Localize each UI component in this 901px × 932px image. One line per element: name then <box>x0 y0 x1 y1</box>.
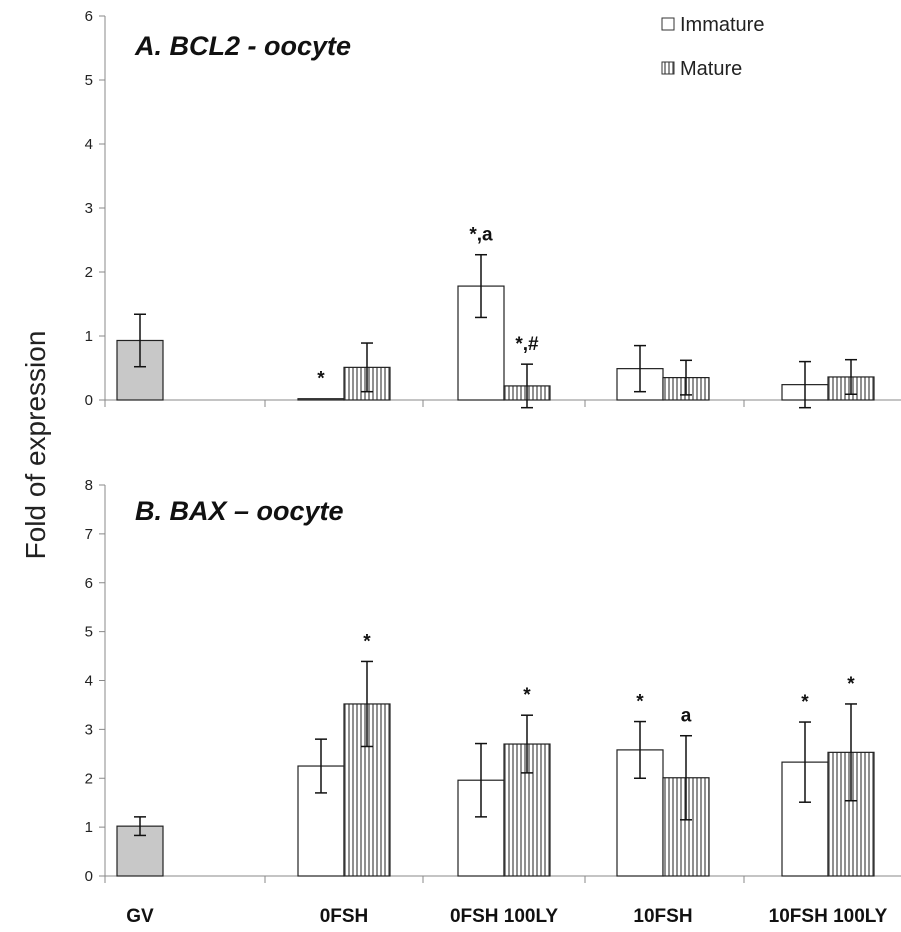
panel-b-significance-label: * <box>847 674 855 695</box>
panel-b-y-tick-label: 3 <box>85 721 93 738</box>
legend-immature-swatch <box>661 17 675 31</box>
panel-a-y-tick-label: 2 <box>85 264 93 281</box>
category-label: 10FSH 100LY <box>769 906 888 927</box>
panel-b-y-tick-label: 6 <box>85 575 93 592</box>
panel-b-y-tick-label: 4 <box>85 673 93 690</box>
panel-b-y-tick-label: 1 <box>85 819 93 836</box>
panel-b-y-tick-label: 7 <box>85 526 93 543</box>
panel-a-title: A. BCL2 - oocyte <box>134 31 351 61</box>
panel-b-y-tick-label: 5 <box>85 624 93 641</box>
legend-mature-swatch <box>661 61 675 75</box>
panel-b-significance-label: * <box>523 685 531 706</box>
panel-a-bar-immature <box>297 398 345 401</box>
panel-a-y-tick-label: 1 <box>85 328 93 345</box>
category-label: 0FSH <box>320 906 369 927</box>
y-axis-label: Fold of expression <box>20 331 51 560</box>
category-label: 10FSH <box>633 906 692 927</box>
legend-immature-label: Immature <box>680 14 764 36</box>
category-labels: GV 0FSH 0FSH 100LY 10FSH 10FSH 100LY <box>126 906 887 927</box>
panel-a-significance-label: * <box>317 369 325 390</box>
category-label: GV <box>126 906 154 927</box>
panel-b-significance-label: * <box>801 692 809 713</box>
panel-b-y-tick-label: 2 <box>85 770 93 787</box>
legend-mature-label: Mature <box>680 58 742 80</box>
panel-a-significance-label: *,# <box>515 334 539 355</box>
panel-b-y-tick-label: 8 <box>85 477 93 494</box>
panel-a-y-tick-label: 5 <box>85 72 93 89</box>
panel-b-significance-label: * <box>363 631 371 652</box>
panel-a-y-tick-label: 6 <box>85 8 93 25</box>
panel-a-y-tick-label: 4 <box>85 136 93 153</box>
panel-a-significance-label: *,a <box>469 225 493 246</box>
legend: Immature Mature <box>661 14 764 80</box>
panel-b-title: B. BAX – oocyte <box>135 496 344 526</box>
panel-b-significance-label: a <box>681 706 692 727</box>
panel-a-bar-gv <box>116 339 164 401</box>
panel-a-y-tick-label: 0 <box>85 392 93 409</box>
panel-b-y-tick-label: 0 <box>85 868 93 885</box>
category-label: 0FSH 100LY <box>450 906 558 927</box>
panel-a-y-tick-label: 3 <box>85 200 93 217</box>
panel-b-significance-label: * <box>636 692 644 713</box>
panel-b-bax: B. BAX – oocyte 0 1 2 3 4 5 6 7 8 * * * a * * <box>85 477 901 885</box>
panel-a-bcl2: A. BCL2 - oocyte 0 1 2 3 4 5 6 * *,a *,# <box>85 8 901 409</box>
